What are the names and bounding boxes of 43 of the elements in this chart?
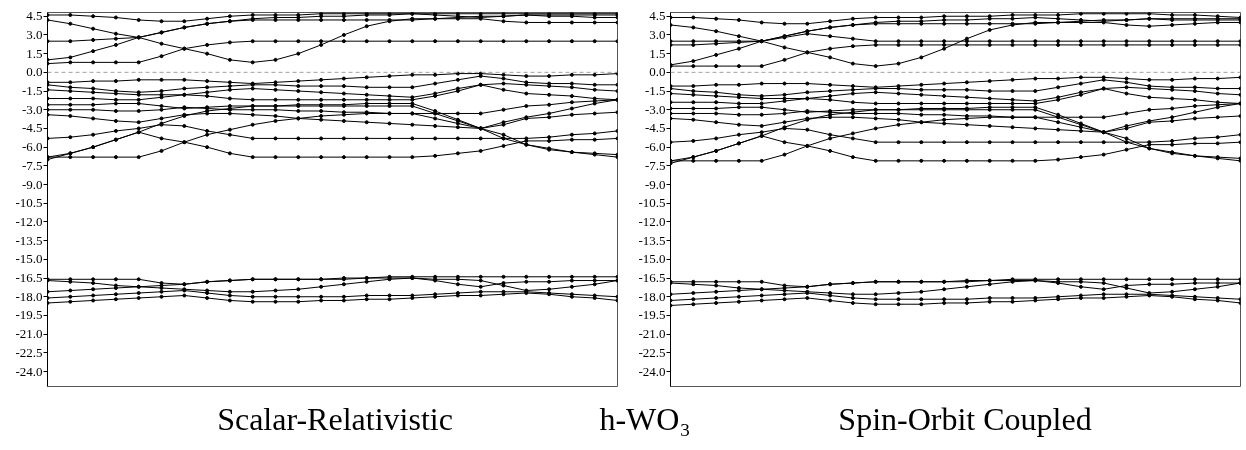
y-tick-label: -19.5 — [638, 307, 666, 323]
y-tick-label: -10.5 — [638, 195, 666, 211]
y-tick-label: 1.5 — [26, 45, 43, 61]
y-tick-label: -10.5 — [15, 195, 43, 211]
y-tick-label: 4.5 — [26, 8, 43, 24]
y-tick-label: -12.0 — [15, 213, 43, 229]
text: Scalar-Relativistic — [216, 400, 454, 439]
y-tick-label: -6.0 — [21, 139, 43, 155]
y-tick-label: -6.0 — [644, 139, 666, 155]
y-tick-label: -7.5 — [21, 157, 43, 173]
y-tick-label: 0.0 — [649, 64, 666, 80]
y-tick-label: -19.5 — [15, 307, 43, 323]
y-tick-label: -21.0 — [638, 326, 666, 342]
y-tick-label: -16.5 — [15, 270, 43, 286]
y-tick-label: 4.5 — [649, 8, 666, 24]
y-tick-label: -15.0 — [15, 251, 43, 267]
y-tick-label: -3.0 — [644, 101, 666, 117]
y-tick-label: -22.5 — [638, 344, 666, 360]
y-tick-label: -4.5 — [644, 120, 666, 136]
y-tick-label: 1.5 — [649, 45, 666, 61]
y-tick-label: 0.0 — [26, 64, 43, 80]
y-tick-label: -3.0 — [21, 101, 43, 117]
y-tick-label: 3.0 — [26, 26, 43, 42]
y-tick-label: -12.0 — [638, 213, 666, 229]
y-tick-label: -22.5 — [15, 344, 43, 360]
y-tick-label: -1.5 — [644, 83, 666, 99]
y-tick-label: -21.0 — [15, 326, 43, 342]
y-tick-label: -13.5 — [15, 232, 43, 248]
y-tick-label: -4.5 — [21, 120, 43, 136]
y-tick-label: 3.0 — [649, 26, 666, 42]
y-tick-label: -24.0 — [15, 363, 43, 379]
y-tick-label: -15.0 — [638, 251, 666, 267]
y-tick-label: -7.5 — [644, 157, 666, 173]
y-tick-label: -9.0 — [644, 176, 666, 192]
y-tick-label: -13.5 — [638, 232, 666, 248]
y-tick-label: -9.0 — [21, 176, 43, 192]
y-tick-label: -16.5 — [638, 270, 666, 286]
y-tick-label: -18.0 — [15, 288, 43, 304]
text: h-WO₃ — [598, 400, 692, 439]
y-tick-label: -1.5 — [21, 83, 43, 99]
y-tick-label: -24.0 — [638, 363, 666, 379]
y-tick-label: -18.0 — [638, 288, 666, 304]
text: Spin-Orbit Coupled — [837, 400, 1093, 439]
